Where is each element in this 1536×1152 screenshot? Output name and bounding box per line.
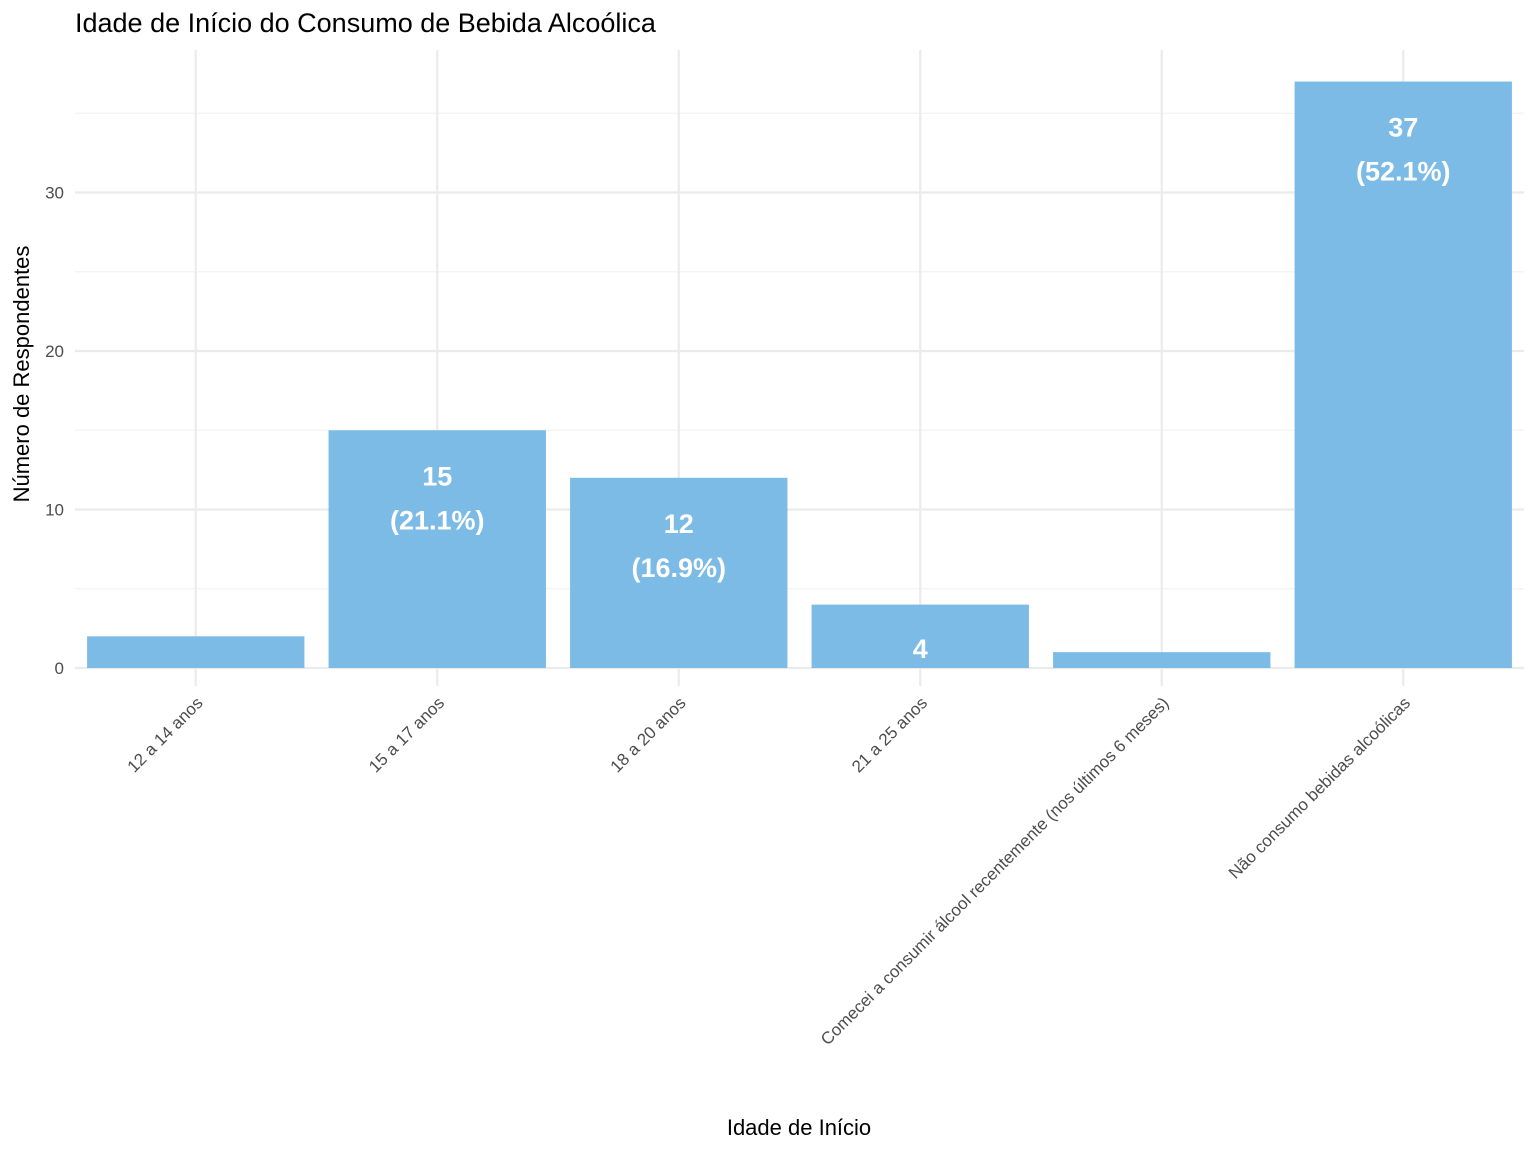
bar-percent-label: (21.1%) xyxy=(390,505,485,535)
x-axis-ticks: 12 a 14 anos 15 a 17 anos 18 a 20 anos 21 a… xyxy=(124,693,1414,1049)
bar-count-label: 4 xyxy=(913,634,928,664)
y-tick-label: 30 xyxy=(45,184,64,203)
chart-title: Idade de Início do Consumo de Bebida Alc… xyxy=(75,8,657,38)
x-tick-label: 12 a 14 anos xyxy=(124,693,207,776)
bar-percent-label: (52.1%) xyxy=(1356,157,1451,187)
bar-count-label: 12 xyxy=(664,509,694,539)
bar-count-label: 15 xyxy=(422,461,452,491)
bar xyxy=(328,430,546,668)
x-tick-label: 15 a 17 anos xyxy=(365,693,448,776)
y-axis-ticks: 0 10 20 30 xyxy=(45,184,64,679)
bar xyxy=(811,604,1029,668)
bar xyxy=(87,636,305,668)
x-axis-title: Idade de Início xyxy=(727,1115,871,1140)
bar-percent-label: (16.9%) xyxy=(631,553,726,583)
bar xyxy=(570,477,788,668)
x-tick-label: 21 a 25 anos xyxy=(848,693,931,776)
y-tick-label: 10 xyxy=(45,501,64,520)
x-tick-label: 18 a 20 anos xyxy=(607,693,690,776)
bars: 15 (21.1%) 12 (16.9%) 4 37 (52.1%) xyxy=(87,81,1512,669)
x-tick-label: Não consumo bebidas alcoólicas xyxy=(1225,693,1414,882)
y-axis-title: Número de Respondentes xyxy=(9,246,34,503)
bar xyxy=(1053,652,1271,668)
y-tick-label: 0 xyxy=(55,659,64,678)
bar xyxy=(1294,81,1512,669)
y-tick-label: 20 xyxy=(45,342,64,361)
bar-count-label: 37 xyxy=(1388,113,1418,143)
